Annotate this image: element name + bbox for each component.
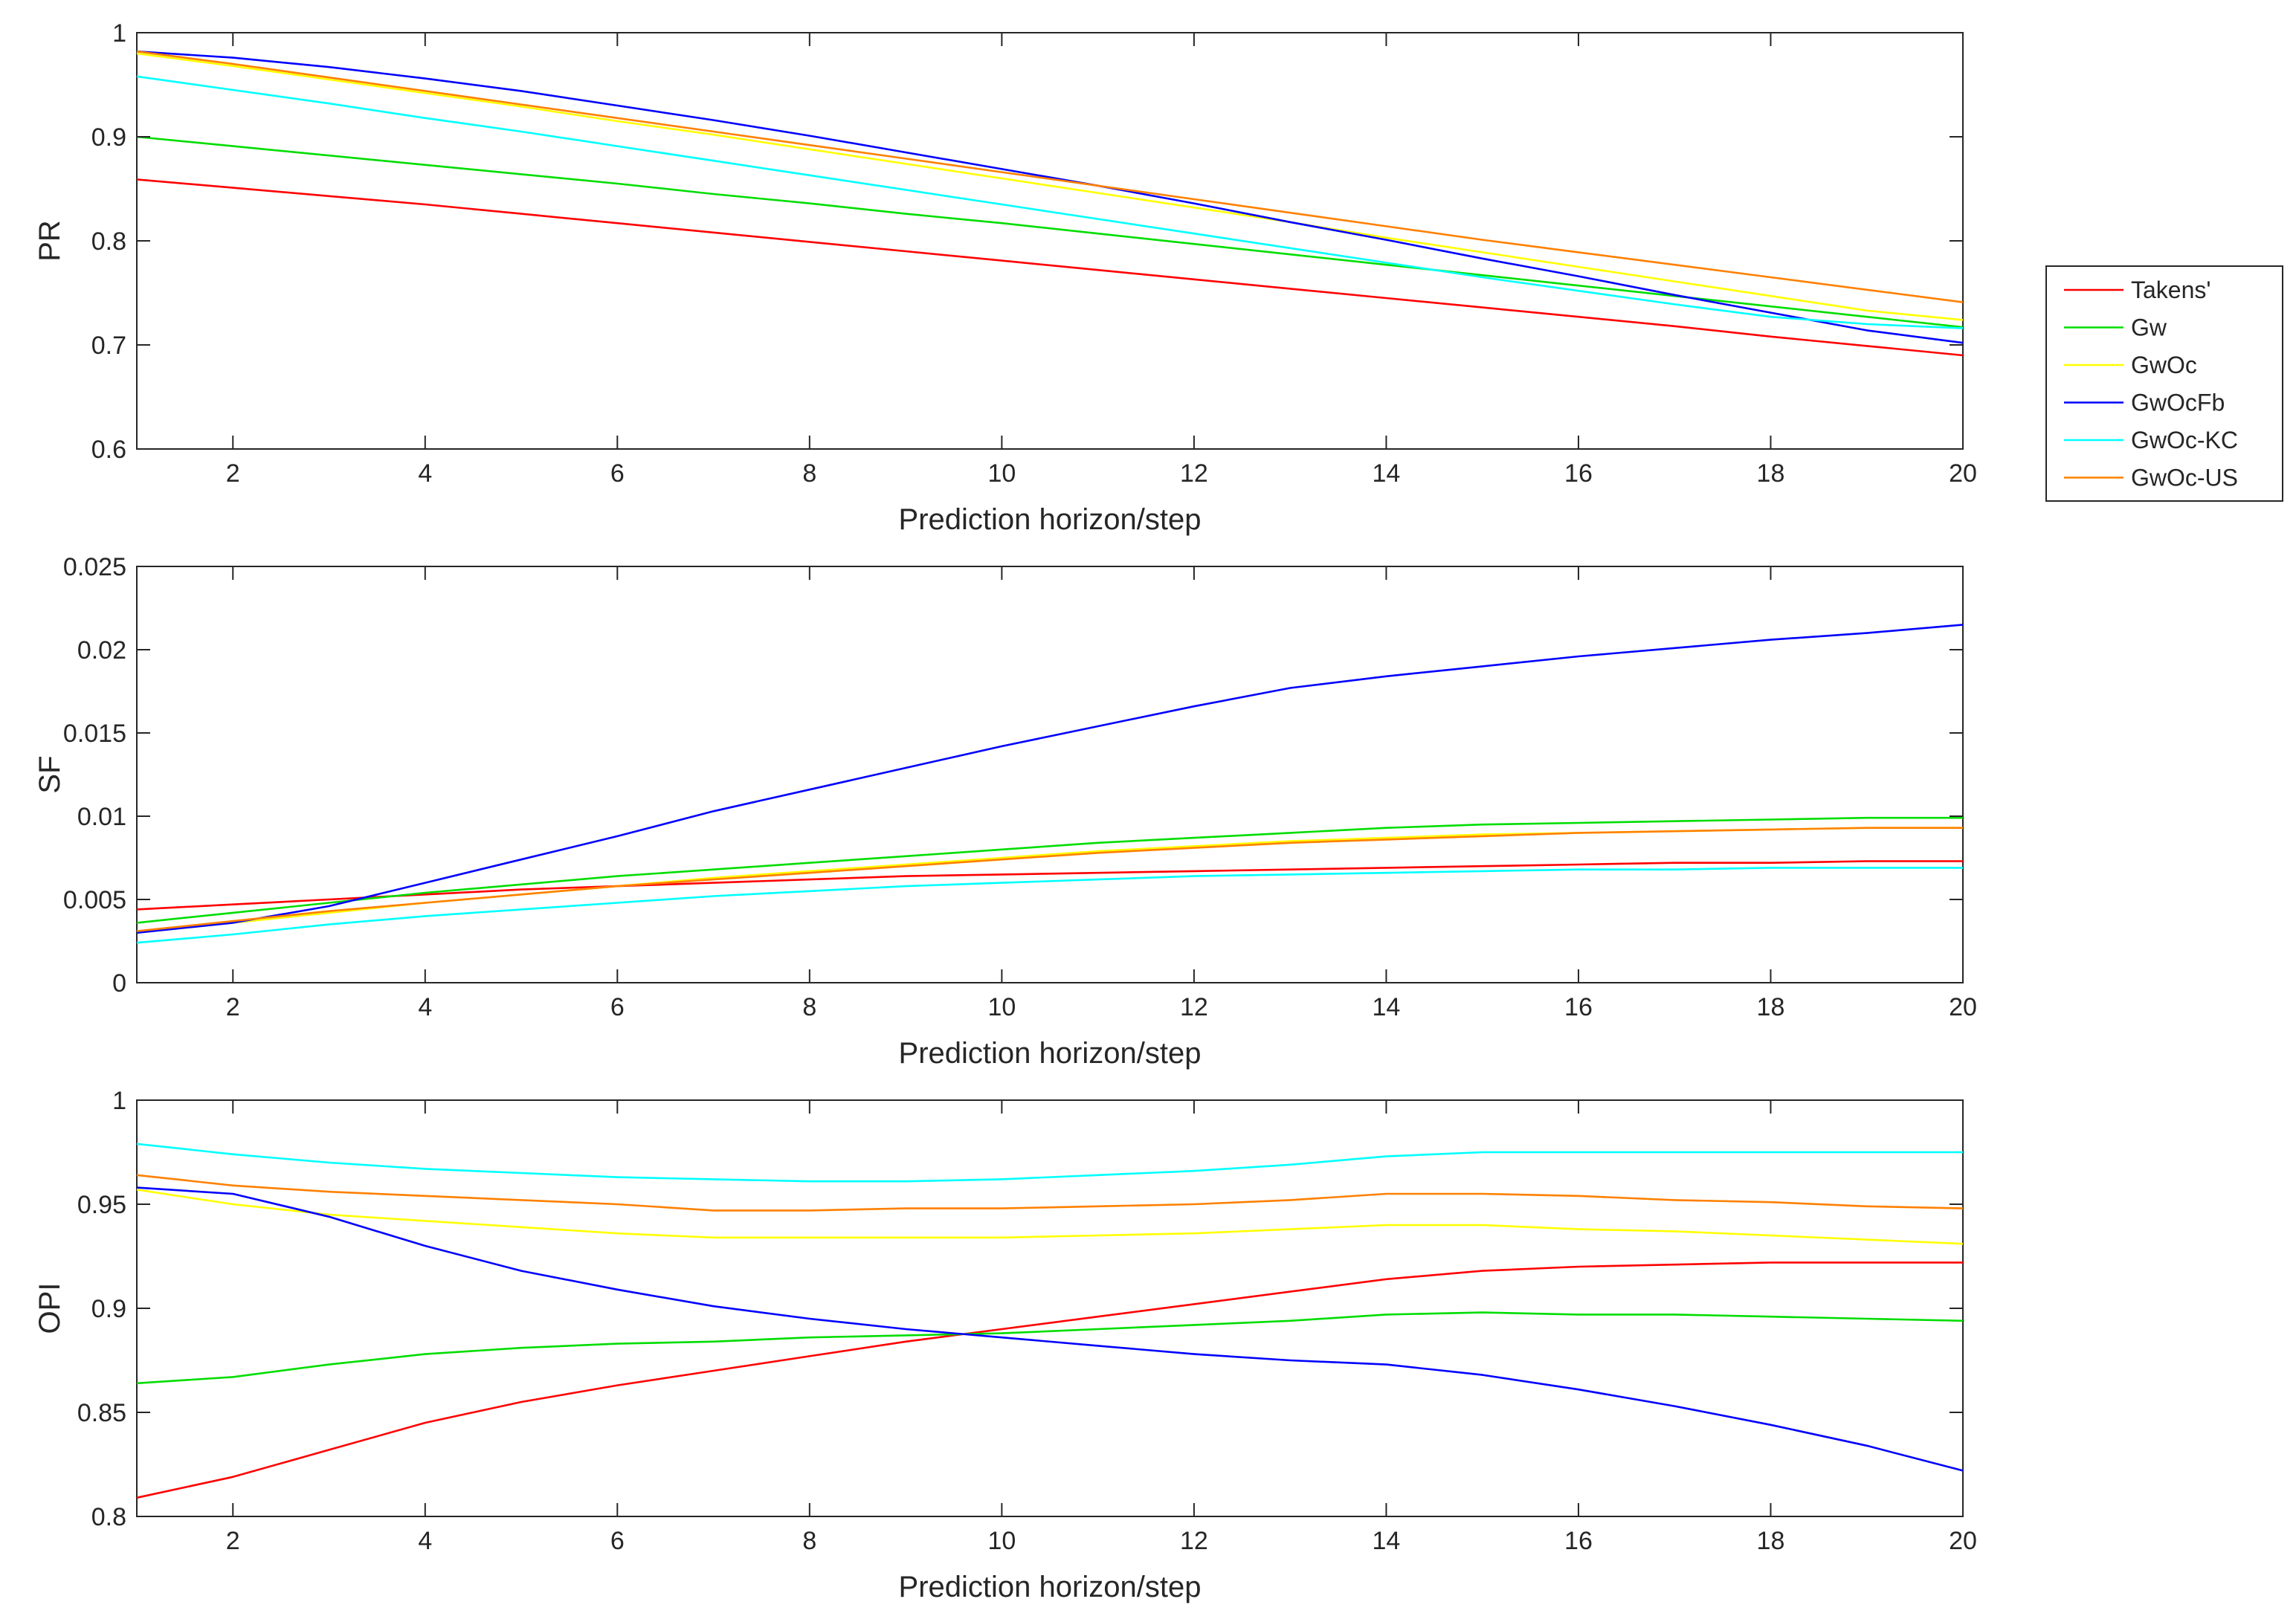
- series-line-4: [136, 1186, 1964, 1472]
- y-tick-label: 0.7: [91, 332, 126, 360]
- x-tick-label: 6: [610, 459, 625, 488]
- legend-entry: GwOcFb: [2131, 390, 2225, 416]
- x-tick-label: 14: [1373, 993, 1401, 1021]
- series-line-3: [136, 1189, 1964, 1245]
- y-tick-label: 0.015: [63, 720, 126, 748]
- x-tick-label: 12: [1180, 459, 1208, 488]
- series-line-4: [136, 624, 1964, 934]
- x-tick-label: 18: [1757, 993, 1785, 1021]
- x-tick-label: 12: [1180, 993, 1208, 1021]
- x-tick-label: 2: [226, 993, 240, 1021]
- y-tick-label: 0.8: [91, 1503, 126, 1531]
- series-line-1: [136, 860, 1963, 911]
- legend-entry: GwOc-US: [2131, 465, 2238, 491]
- y-tick-label: 0: [112, 969, 126, 998]
- series-line-1: [136, 1261, 1963, 1499]
- y-tick-label: 1: [112, 1087, 126, 1115]
- legend-entry: Takens': [2131, 277, 2211, 303]
- legend-entry: GwOc: [2131, 352, 2197, 378]
- series-line-6: [136, 1174, 1964, 1212]
- sf-panel: 2 4 6 8 10 12 14 16 18 20 0 0.005 0.01 0.015 0.02 0.025…: [33, 553, 1977, 1070]
- y-axis-label: PR: [33, 220, 66, 262]
- y-tick-label: 0.9: [91, 1295, 126, 1323]
- x-tick-label: 8: [802, 993, 816, 1021]
- series-line-3: [136, 52, 1964, 321]
- x-tick-label: 4: [418, 459, 432, 488]
- series-line-5: [136, 1143, 1963, 1183]
- x-axis-label: Prediction horizon/step: [899, 1037, 1202, 1070]
- x-tick-label: 6: [610, 1527, 625, 1555]
- y-tick-label: 0.95: [77, 1191, 126, 1219]
- x-tick-label: 2: [226, 459, 240, 488]
- legend-entry: GwOc-KC: [2131, 427, 2238, 453]
- x-tick-label: 14: [1373, 1527, 1401, 1555]
- legend-box: [2045, 265, 2283, 502]
- series-line-2: [136, 1311, 1964, 1385]
- opi-panel: 2 4 6 8 10 12 14 16 18 20 0.8 0.85 0.9 0.95 1 Predictio…: [33, 1087, 1977, 1603]
- series-line-1: [136, 178, 1964, 357]
- y-tick-label: 0.8: [91, 227, 126, 256]
- y-tick-label: 0.9: [91, 123, 126, 152]
- x-tick-label: 10: [987, 1527, 1016, 1555]
- series-line-5: [136, 75, 1964, 329]
- x-tick-label: 18: [1757, 1527, 1785, 1555]
- x-tick-label: 20: [1949, 993, 1977, 1021]
- x-axis-label: Prediction horizon/step: [899, 503, 1202, 536]
- series-line-6: [136, 50, 1964, 303]
- legend: Takens' Gw GwOc GwOcFb GwOc-KC GwOc-US: [2045, 265, 2283, 502]
- x-tick-label: 12: [1180, 1527, 1208, 1555]
- x-axis-label: Prediction horizon/step: [899, 1571, 1202, 1603]
- series-line-2: [136, 135, 1964, 329]
- y-tick-label: 0.005: [63, 886, 126, 914]
- x-tick-label: 6: [610, 993, 625, 1021]
- y-tick-label: 0.01: [77, 803, 126, 831]
- x-tick-label: 8: [802, 1527, 816, 1555]
- y-tick-label: 1: [112, 19, 126, 48]
- x-tick-label: 4: [418, 993, 432, 1021]
- x-tick-label: 16: [1564, 993, 1593, 1021]
- legend-entry: Gw: [2131, 314, 2167, 341]
- x-tick-label: 16: [1564, 1527, 1593, 1555]
- pr-panel: 2 4 6 8 10 12 14 16 18 20 0.6 0.7 0.8 0.9 1 Prediction …: [33, 19, 1977, 536]
- y-tick-label: 0.85: [77, 1399, 126, 1427]
- y-axis-label: OPI: [33, 1283, 66, 1334]
- x-tick-label: 4: [418, 1527, 432, 1555]
- y-tick-label: 0.025: [63, 553, 126, 581]
- x-tick-label: 8: [802, 459, 816, 488]
- y-tick-label: 0.6: [91, 436, 126, 464]
- axes-frame: [136, 1099, 1964, 1517]
- series-line-4: [136, 50, 1964, 344]
- series-line-5: [136, 867, 1963, 944]
- y-axis-label: SF: [33, 755, 66, 793]
- x-tick-label: 20: [1949, 459, 1977, 488]
- x-tick-label: 2: [226, 1527, 240, 1555]
- x-tick-label: 10: [987, 459, 1016, 488]
- axes-frame: [136, 566, 1964, 983]
- x-tick-label: 16: [1564, 459, 1593, 488]
- series-line-6: [136, 827, 1963, 932]
- x-tick-label: 14: [1373, 459, 1401, 488]
- y-tick-label: 0.02: [77, 636, 126, 665]
- axes-frame: [136, 32, 1964, 450]
- x-tick-label: 18: [1757, 459, 1785, 488]
- series-line-2: [136, 816, 1963, 924]
- x-tick-label: 10: [987, 993, 1016, 1021]
- x-tick-label: 20: [1949, 1527, 1977, 1555]
